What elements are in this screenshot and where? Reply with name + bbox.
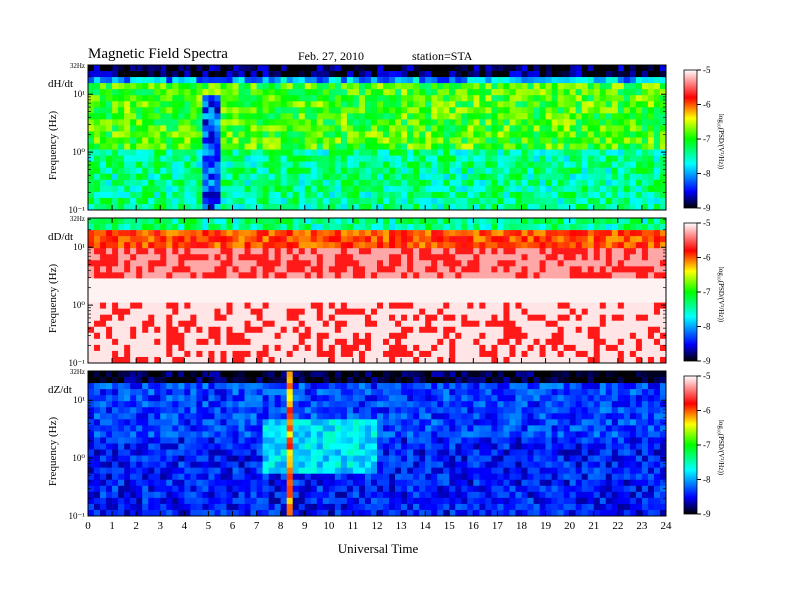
- x-tick-label: 18: [516, 520, 528, 532]
- y-axis-label: Frequency (Hz): [47, 417, 59, 487]
- y-tick-label: 10⁻¹: [69, 358, 86, 368]
- x-tick-label: 5: [206, 520, 212, 532]
- y-tick-label: 10⁰: [72, 300, 85, 310]
- x-tick-label: 21: [588, 520, 599, 532]
- colorbar-tick-label: -8: [703, 322, 711, 332]
- x-tick-label: 23: [636, 520, 648, 532]
- colorbar-tick-label: -5: [703, 65, 711, 75]
- y-axis-label: Frequency (Hz): [47, 264, 59, 334]
- colorbar-tick-label: -6: [703, 253, 711, 263]
- colorbar-tick-label: -6: [703, 406, 711, 416]
- y-axis-label: Frequency (Hz): [47, 111, 59, 181]
- x-tick-label: 13: [396, 520, 408, 532]
- y-tick-label: 32Hz: [70, 215, 85, 223]
- colorbar-3: -5 -6 -7 -8 -9 log₁₀(PSD/(V²/Hz)): [683, 371, 725, 519]
- panel-name: dZ/dt: [48, 384, 72, 396]
- y-tick-label: 32Hz: [70, 368, 85, 376]
- colorbar-label: log₁₀(PSD/(V²/Hz)): [717, 420, 725, 476]
- y-tick-label: 10⁻¹: [69, 205, 86, 215]
- colorbar-label: log₁₀(PSD/(V²/Hz)): [717, 267, 725, 323]
- colorbar-tick-label: -9: [703, 509, 711, 519]
- x-tick-label: 16: [468, 520, 480, 532]
- colorbar-2: -5 -6 -7 -8 -9 log₁₀(PSD/(V²/Hz)): [683, 218, 725, 366]
- colorbar-label: log₁₀(PSD/(V²/Hz)): [717, 114, 725, 170]
- y-tick-label: 10⁰: [72, 147, 85, 157]
- x-axis-label: Universal Time: [338, 541, 419, 556]
- x-tick-label: 4: [182, 520, 188, 532]
- x-tick-label: 19: [540, 520, 552, 532]
- x-tick-label: 0: [85, 520, 91, 532]
- y-tick-label: 32Hz: [70, 62, 85, 70]
- y-tick-label: 10¹: [73, 89, 85, 99]
- date-label: Feb. 27, 2010: [298, 49, 364, 63]
- x-tick-label: 9: [302, 520, 308, 532]
- colorbar-tick-label: -9: [703, 356, 711, 366]
- x-tick-label: 8: [278, 520, 284, 532]
- colorbar-tick-label: -6: [703, 100, 711, 110]
- x-tick-label: 2: [133, 520, 139, 532]
- x-tick-label: 24: [661, 520, 673, 532]
- x-tick-label: 20: [564, 520, 576, 532]
- panel-name: dH/dt: [48, 78, 73, 90]
- colorbar-tick-label: -5: [703, 371, 711, 381]
- x-tick-label: 15: [444, 520, 456, 532]
- x-tick-label: 7: [254, 520, 260, 532]
- colorbar-tick-label: -7: [703, 287, 711, 297]
- x-tick-label: 22: [612, 520, 623, 532]
- x-tick-label: 12: [372, 520, 383, 532]
- colorbar-tick-label: -7: [703, 440, 711, 450]
- x-tick-label: 1: [109, 520, 115, 532]
- colorbar-1: -5 -6 -7 -8 -9 log₁₀(PSD/(V²/Hz)): [683, 65, 725, 213]
- x-tick-label: 11: [348, 520, 359, 532]
- x-tick-label: 14: [420, 520, 432, 532]
- y-tick-label: 10¹: [73, 242, 85, 252]
- chart-title: Magnetic Field Spectra: [88, 46, 228, 62]
- colorbar-tick-label: -5: [703, 218, 711, 228]
- panel-name: dD/dt: [48, 231, 73, 243]
- station-label: station=STA: [412, 49, 473, 63]
- colorbar-tick-label: -9: [703, 203, 711, 213]
- x-tick-label: 10: [323, 520, 335, 532]
- colorbar-tick-label: -8: [703, 475, 711, 485]
- colorbar-tick-label: -7: [703, 134, 711, 144]
- colorbar-tick-label: -8: [703, 169, 711, 179]
- x-tick-label: 6: [230, 520, 236, 532]
- y-tick-label: 10¹: [73, 395, 85, 405]
- x-tick-label: 17: [492, 520, 504, 532]
- y-tick-label: 10⁻¹: [69, 511, 86, 521]
- x-tick-label: 3: [158, 520, 164, 532]
- y-tick-label: 10⁰: [72, 453, 85, 463]
